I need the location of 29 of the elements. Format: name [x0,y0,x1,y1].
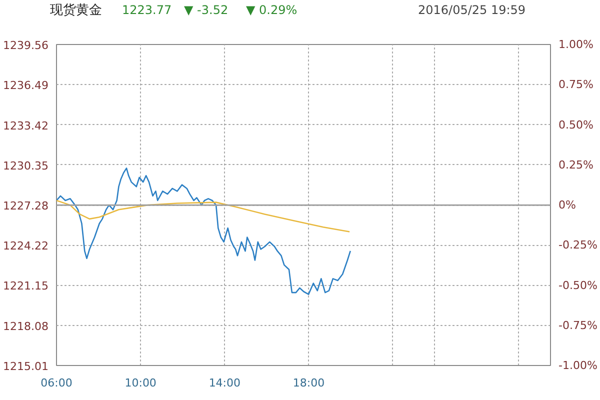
y2-tick-label: 0.75% [558,78,594,92]
text: 2016/05/25 19:59 [418,2,526,19]
y-tick-label: 1239.56 [3,39,49,52]
y-tick-label: 1224.22 [3,240,49,253]
y-tick-label: 1218.08 [3,320,49,333]
y2-tick-label: 1.00% [558,38,594,51]
text: ▼ -3.52 [184,2,228,19]
y-tick-label: 1227.28 [3,200,49,213]
chart-title: 现货黄金 [50,2,102,20]
y-tick-label: 1230.35 [3,159,49,172]
y-tick-label: 1233.42 [3,119,49,132]
x-tick-label: 10:00 [124,376,156,390]
line-series [56,168,352,296]
y2-tick-label: 0.50% [558,118,594,132]
y-tick-label: 1215.01 [3,360,49,373]
x-tick-label: 14:00 [208,376,241,390]
y2-tick-label: -1.00% [558,359,598,372]
y2-tick-label: 0.25% [558,158,594,172]
y2-tick-label: -0.50% [558,278,598,292]
text: ▼ 0.29% [246,2,298,19]
line-series [56,200,350,232]
y-tick-label: 1236.49 [3,79,49,92]
y2-tick-label: -0.25% [558,238,598,252]
y-tick-label: 1221.15 [3,280,49,293]
text: 1223.77 [122,2,172,19]
y2-tick-label: -0.75% [558,318,598,332]
x-tick-label: 18:00 [292,376,325,390]
x-tick-label: 06:00 [40,376,72,390]
y2-tick-label: 0% [558,198,576,212]
